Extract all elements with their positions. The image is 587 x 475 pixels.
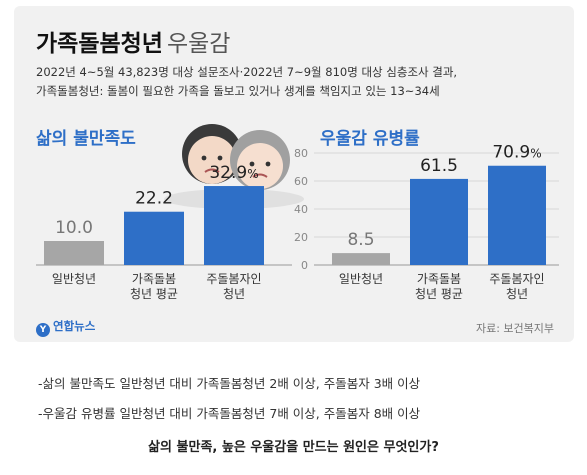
title-suffix: 우울감 bbox=[166, 31, 231, 57]
chart2-unit: % bbox=[530, 147, 541, 161]
chart2-ytick: 20 bbox=[294, 231, 308, 244]
chart1-title: 삶의 불만족도 bbox=[36, 129, 136, 149]
chart2-value-label: 70.9% bbox=[492, 143, 541, 163]
yonhap-logo-icon: Y bbox=[36, 323, 50, 337]
question-text: 삶의 불만족, 높은 우울감을 만드는 원인은 무엇인가? bbox=[148, 440, 439, 455]
chart2-depression-rate: 0 20 40 60 80 8.5 일반청년 61.5 가족돌봄청년 평균 70.9% 주돌봄자인청… bbox=[294, 143, 559, 301]
yonhap-logo: Y 연합뉴스 bbox=[36, 318, 95, 337]
note-line-1: -삶의 불만족도 일반청년 대비 가족돌봄청년 2배 이상, 주돌봄자 3배 이… bbox=[38, 376, 421, 391]
chart2-value-label: 8.5 bbox=[347, 230, 374, 250]
chart2-bar bbox=[488, 165, 546, 265]
chart2-category-label: 가족돌봄 bbox=[417, 272, 461, 286]
note-line-2: -우울감 유병률 일반청년 대비 가족돌봄청년 7배 이상, 주돌봄자 8배 이… bbox=[38, 406, 421, 421]
infographic-title: 가족돌봄청년 우울감 bbox=[36, 31, 231, 57]
chart1-bar bbox=[204, 186, 264, 265]
chart1-value-label: 10.0 bbox=[55, 218, 93, 238]
chart2-ytick: 80 bbox=[294, 147, 308, 160]
chart2-bar bbox=[332, 253, 390, 265]
chart2-bar bbox=[410, 178, 468, 265]
chart1-category-label: 가족돌봄 bbox=[132, 272, 176, 286]
chart1-category-label: 일반청년 bbox=[52, 272, 96, 286]
chart1-category-label: 청년 bbox=[223, 287, 245, 301]
chart1-category-label: 청년 평균 bbox=[130, 287, 178, 301]
chart2-ytick: 0 bbox=[301, 259, 308, 272]
description-line-2: 가족돌봄청년: 돌봄이 필요한 가족을 돌보고 있거나 생계를 책임지고 있는 … bbox=[36, 84, 440, 98]
source-text: 자료: 보건복지부 bbox=[475, 322, 554, 335]
chart2-title: 우울감 유병률 bbox=[320, 129, 420, 149]
description-line-1: 2022년 4~5월 43,823명 대상 설문조사·2022년 7~9월 81… bbox=[36, 65, 458, 79]
chart1-bar bbox=[44, 241, 104, 265]
chart1-value-label: 32.9% bbox=[209, 163, 258, 183]
chart2-category-label: 일반청년 bbox=[339, 272, 383, 286]
chart2-category-label: 청년 평균 bbox=[415, 287, 463, 301]
chart1-value-label: 22.2 bbox=[135, 189, 173, 209]
chart1-category-label: 주돌봄자인 bbox=[206, 272, 261, 286]
chart2-ytick: 60 bbox=[294, 175, 308, 188]
chart2-ytick: 40 bbox=[294, 203, 308, 216]
chart2-category-label: 청년 bbox=[506, 287, 528, 301]
chart2-value-label: 61.5 bbox=[420, 156, 458, 176]
chart1-bar bbox=[124, 211, 184, 265]
chart1-unit: % bbox=[247, 167, 258, 181]
infographic-card: 가족돌봄청년 우울감 2022년 4~5월 43,823명 대상 설문조사·202… bbox=[14, 6, 574, 342]
chart2-category-label: 주돌봄자인 bbox=[489, 272, 544, 286]
